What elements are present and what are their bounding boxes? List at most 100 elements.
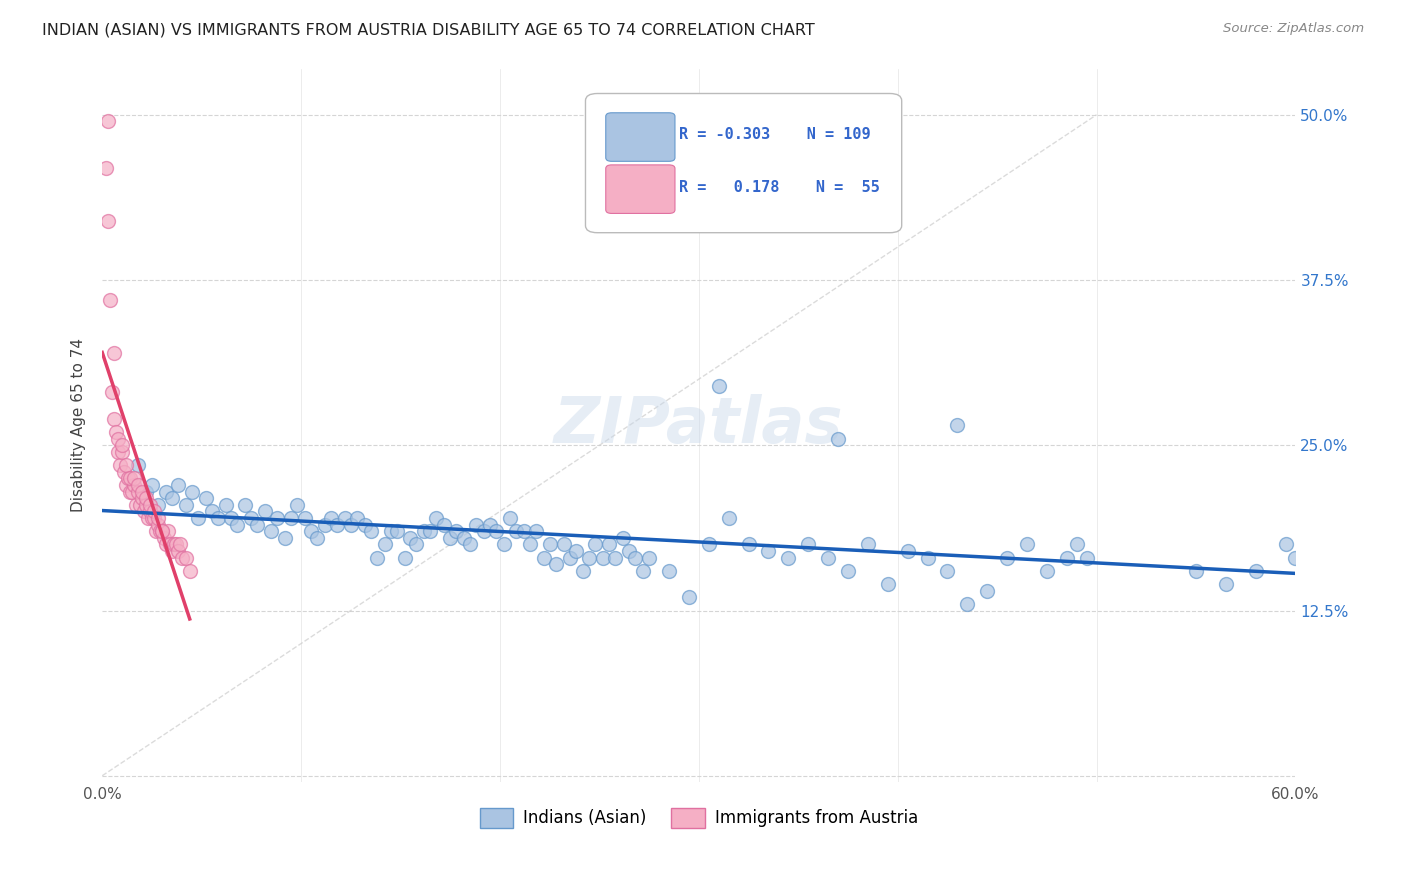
Point: [405, 537, 427, 551]
Point: [976, 583, 998, 598]
Point: [917, 550, 939, 565]
Point: [174, 550, 197, 565]
Point: [678, 591, 700, 605]
Point: [170, 550, 193, 565]
Point: [156, 524, 179, 539]
Point: [346, 511, 368, 525]
Point: [221, 511, 243, 525]
Point: [394, 550, 416, 565]
Text: Source: ZipAtlas.com: Source: ZipAtlas.com: [1223, 22, 1364, 36]
Point: [112, 465, 135, 479]
Point: [200, 504, 222, 518]
Point: [612, 531, 634, 545]
Point: [1015, 537, 1038, 551]
Point: [578, 550, 600, 565]
Point: [533, 550, 555, 565]
Point: [553, 537, 575, 551]
Point: [1185, 564, 1208, 578]
Point: [98, 293, 121, 307]
Point: [856, 537, 879, 551]
Point: [413, 524, 436, 539]
Point: [385, 524, 408, 539]
Point: [658, 564, 681, 578]
Point: [572, 564, 595, 578]
Point: [207, 511, 229, 525]
Point: [538, 537, 561, 551]
Point: [444, 524, 467, 539]
Point: [246, 517, 269, 532]
Point: [758, 544, 780, 558]
Point: [592, 550, 614, 565]
Point: [132, 504, 155, 518]
Point: [558, 550, 581, 565]
Point: [294, 511, 316, 525]
Point: [111, 438, 134, 452]
Text: R =   0.178    N =  55: R = 0.178 N = 55: [679, 179, 879, 194]
Point: [240, 511, 263, 525]
FancyBboxPatch shape: [606, 165, 675, 213]
Point: [166, 544, 188, 558]
Point: [353, 517, 375, 532]
Point: [141, 478, 163, 492]
Point: [638, 550, 661, 565]
Point: [717, 511, 740, 525]
Point: [131, 484, 153, 499]
Point: [876, 577, 898, 591]
Point: [150, 524, 173, 539]
Point: [1066, 537, 1088, 551]
Point: [425, 511, 447, 525]
Point: [817, 550, 839, 565]
Legend: Indians (Asian), Immigrants from Austria: Indians (Asian), Immigrants from Austria: [472, 801, 925, 835]
Point: [1274, 537, 1296, 551]
Text: INDIAN (ASIAN) VS IMMIGRANTS FROM AUSTRIA DISABILITY AGE 65 TO 74 CORRELATION CH: INDIAN (ASIAN) VS IMMIGRANTS FROM AUSTRI…: [42, 22, 815, 37]
Point: [122, 478, 145, 492]
Point: [135, 491, 157, 505]
Point: [97, 213, 120, 227]
Point: [485, 524, 508, 539]
Point: [103, 412, 125, 426]
Point: [179, 564, 201, 578]
Point: [707, 378, 730, 392]
Point: [513, 524, 536, 539]
Point: [583, 537, 606, 551]
Point: [1284, 550, 1306, 565]
Point: [797, 537, 820, 551]
Point: [995, 550, 1018, 565]
Point: [827, 432, 849, 446]
Point: [479, 517, 502, 532]
Point: [274, 531, 297, 545]
Point: [107, 432, 129, 446]
Point: [519, 537, 541, 551]
Point: [111, 445, 134, 459]
Point: [837, 564, 859, 578]
Point: [326, 517, 349, 532]
Point: [103, 345, 125, 359]
Point: [380, 524, 402, 539]
Point: [118, 484, 141, 499]
Point: [115, 478, 138, 492]
Point: [153, 531, 176, 545]
FancyBboxPatch shape: [585, 94, 901, 233]
Point: [374, 537, 396, 551]
Point: [122, 471, 145, 485]
Point: [129, 498, 152, 512]
Point: [105, 425, 128, 439]
Point: [180, 484, 202, 499]
Point: [492, 537, 515, 551]
Point: [155, 537, 177, 551]
Point: [135, 484, 157, 499]
Point: [166, 478, 188, 492]
Point: [458, 537, 481, 551]
Point: [1244, 564, 1267, 578]
Point: [160, 544, 183, 558]
Point: [146, 517, 169, 532]
Text: ZIPatlas: ZIPatlas: [554, 394, 844, 457]
Point: [266, 511, 288, 525]
Point: [619, 544, 641, 558]
Point: [697, 537, 720, 551]
Point: [299, 524, 322, 539]
Point: [108, 458, 131, 472]
Point: [139, 504, 162, 518]
Point: [174, 498, 197, 512]
Point: [146, 511, 169, 525]
